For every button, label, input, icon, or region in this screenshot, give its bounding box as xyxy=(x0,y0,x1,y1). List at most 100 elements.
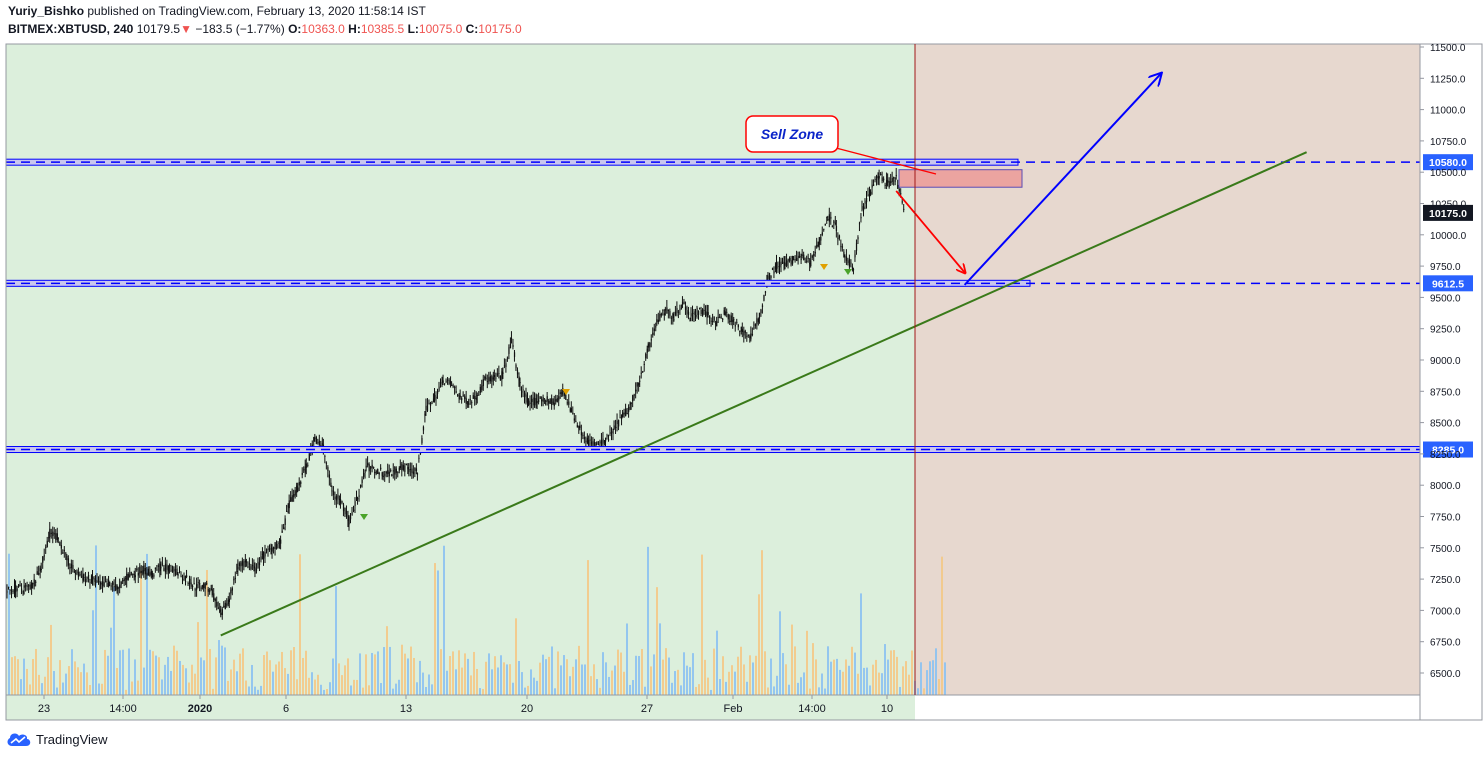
candle-body xyxy=(895,175,897,177)
candle-body xyxy=(575,420,577,422)
candle-body xyxy=(14,584,16,593)
candle-body xyxy=(768,273,771,281)
candle-body xyxy=(167,566,170,572)
candle-body xyxy=(572,412,574,414)
volume-bar xyxy=(92,610,94,695)
candle-body xyxy=(669,310,671,316)
volume-bar xyxy=(83,663,85,695)
time-tick-label: 2020 xyxy=(188,703,212,715)
candle-body xyxy=(528,400,530,406)
candle-body xyxy=(341,501,343,503)
candle-body xyxy=(415,468,418,472)
candle-body xyxy=(586,437,589,444)
candle-body xyxy=(72,564,74,570)
level-price-label: 9612.5 xyxy=(1432,278,1464,290)
candle-body xyxy=(221,609,223,615)
author-name[interactable]: Yuriy_Bishko xyxy=(8,4,85,18)
volume-bar xyxy=(245,680,247,695)
volume-bar xyxy=(224,647,226,695)
volume-bar xyxy=(275,664,277,695)
candle-body xyxy=(505,363,507,368)
candle-body xyxy=(689,317,691,319)
candle-body xyxy=(499,375,502,381)
tradingview-logo[interactable]: TradingView xyxy=(6,731,108,747)
price-tick-label: 8750.0 xyxy=(1430,387,1461,398)
volume-bar xyxy=(371,652,373,695)
volume-bar xyxy=(593,664,595,695)
chart-background-forecast xyxy=(915,44,1420,695)
volume-bar xyxy=(569,676,571,695)
candle-body xyxy=(677,311,680,313)
candle-body xyxy=(870,191,872,196)
candle-body xyxy=(758,312,761,319)
volume-bar xyxy=(500,655,502,695)
candle-body xyxy=(388,471,390,477)
candle-body xyxy=(199,583,201,585)
volume-bar xyxy=(638,655,640,695)
volume-bar xyxy=(341,675,343,695)
volume-bar xyxy=(530,669,532,695)
candle-body xyxy=(140,571,142,573)
signal-marker xyxy=(360,514,368,520)
candle-body xyxy=(371,464,373,468)
candle-body xyxy=(408,469,410,472)
time-tick-label: 13 xyxy=(400,703,412,715)
candle-body xyxy=(200,587,202,589)
candle-body xyxy=(707,312,709,315)
candle-body xyxy=(462,394,464,396)
volume-bar xyxy=(173,645,175,695)
volume-bar xyxy=(848,665,850,695)
candle-body xyxy=(800,258,802,261)
volume-bar xyxy=(452,651,454,695)
candle-body xyxy=(384,474,386,476)
candle-body xyxy=(241,560,244,566)
candle-body xyxy=(8,586,10,588)
volume-bar xyxy=(737,656,739,695)
candle-body xyxy=(464,396,466,399)
candle-body xyxy=(258,562,261,565)
candle-body xyxy=(886,179,888,186)
volume-bar xyxy=(398,679,400,695)
candle-body xyxy=(823,228,825,230)
volume-bar xyxy=(827,646,829,695)
volume-bar xyxy=(836,658,838,695)
candle-body xyxy=(186,575,188,577)
volume-bar xyxy=(71,649,73,695)
volume-bar xyxy=(8,553,10,695)
candle-body xyxy=(680,308,683,310)
candle-body xyxy=(724,311,726,316)
candle-body xyxy=(357,498,359,500)
candle-body xyxy=(305,463,307,468)
candle-body xyxy=(740,327,742,331)
candle-body xyxy=(82,574,84,581)
volume-bar xyxy=(461,667,463,695)
candle-body xyxy=(681,301,684,305)
candle-body xyxy=(615,426,617,428)
candle-body xyxy=(52,531,54,537)
candle-body xyxy=(247,566,249,568)
candle-body xyxy=(848,258,851,267)
candle-body xyxy=(391,474,393,476)
volume-bar xyxy=(407,658,409,695)
candle-body xyxy=(173,568,175,572)
volume-bar xyxy=(470,675,472,695)
volume-bar xyxy=(299,554,301,695)
candle-body xyxy=(132,573,134,575)
candle-body xyxy=(797,255,799,258)
volume-bar xyxy=(818,687,820,695)
candle-body xyxy=(179,570,181,572)
volume-bar xyxy=(800,677,802,695)
candle-body xyxy=(709,315,711,319)
candle-body xyxy=(202,585,204,588)
volume-bar xyxy=(479,688,481,695)
candle-body xyxy=(693,311,695,315)
candle-body xyxy=(712,321,714,323)
volume-bar xyxy=(824,688,826,695)
candle-body xyxy=(513,352,516,357)
volume-bar xyxy=(11,657,13,695)
volume-bar xyxy=(347,658,349,695)
price-tick-label: 8500.0 xyxy=(1430,419,1461,430)
candle-body xyxy=(498,373,500,375)
candle-body xyxy=(233,578,235,581)
